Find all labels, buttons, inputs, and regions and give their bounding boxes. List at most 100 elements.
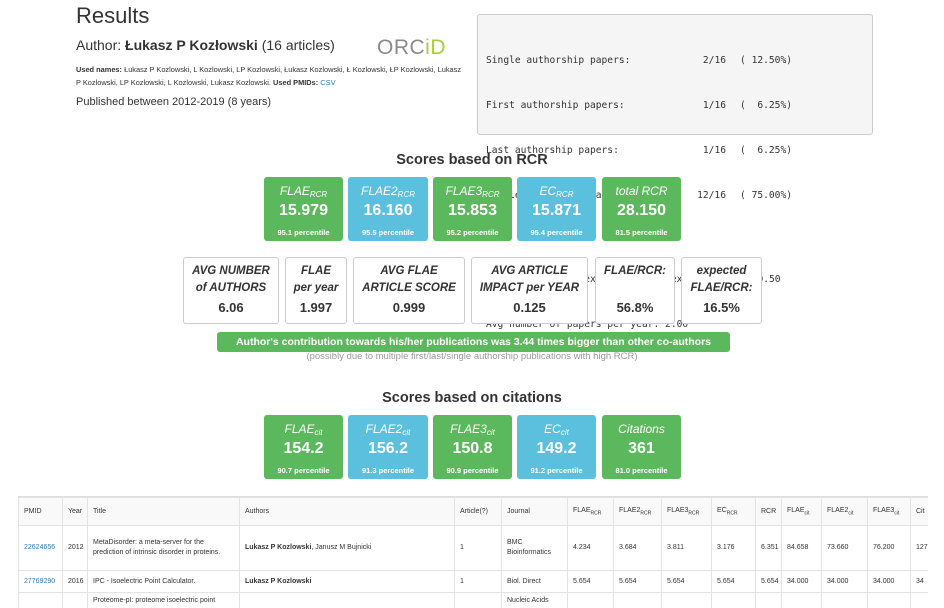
orcid-logo-orc: ORC: [377, 36, 426, 59]
card-label-sub: RCR: [556, 190, 574, 199]
cit-section-title: Scores based on citations: [382, 390, 562, 406]
author-article-count: (16 articles): [257, 37, 335, 53]
pmid-link[interactable]: 22624656: [24, 544, 56, 551]
col-header-cit[interactable]: Cit: [910, 497, 928, 526]
avg-label-line1: AVG ARTICLE: [491, 265, 568, 277]
col-header-pmid[interactable]: PMID: [18, 497, 63, 526]
header-label: EC: [717, 506, 727, 514]
avg-value: 6.06: [218, 300, 244, 315]
col-header-flae-cit[interactable]: FLAEcit: [781, 497, 822, 526]
cell-cit: 127: [910, 525, 928, 571]
card-label-sub: RCR: [482, 190, 500, 199]
avg-flae-score-box: AVG FLAE ARTICLE SCORE 0.999: [353, 257, 465, 324]
avg-label-line1: AVG FLAE: [380, 265, 438, 277]
avg-label-line2: IMPACT per YEAR: [479, 282, 580, 294]
cell-flae2-rcr: 5.654: [613, 570, 662, 593]
card-value: 16.160: [363, 202, 413, 219]
expected-flae-rcr-box: expected FLAE/RCR: 16.5%: [681, 257, 762, 324]
cell-rcr: 6.351: [755, 525, 782, 571]
header-sub: RCR: [726, 510, 738, 517]
card-percentile: 95.1 percentile: [277, 228, 330, 237]
author-highlight: Lukasz P Kozlowski: [245, 544, 312, 551]
avg-value: 0.125: [513, 300, 546, 315]
cell-flae-rcr: [567, 592, 614, 608]
card-label-sub: RCR: [309, 190, 328, 199]
card-label: FLAERCR: [264, 184, 343, 199]
header-sub: cit: [848, 510, 854, 517]
cell-flae-cit: 34.000: [781, 570, 822, 593]
cell-title: Proteome-pI: proteome isoelectric point: [87, 592, 240, 608]
avg-label-line1: AVG NUMBER: [192, 265, 270, 277]
stats-label: Single authorship papers:: [486, 55, 631, 66]
card-label-text: FLAE3: [450, 422, 487, 436]
avg-label-line2: FLAE/RCR:: [690, 282, 753, 294]
flae-per-year-box: FLAE per year 1.997: [285, 257, 347, 324]
card-label: FLAE3cit: [433, 422, 512, 437]
cell-flae3-rcr: 5.654: [661, 570, 712, 593]
cell-cit: [910, 592, 928, 608]
card-label-sub: cit: [560, 428, 569, 437]
card-label-text: FLAE: [284, 422, 315, 436]
rcr-section-title: Scores based on RCR: [396, 152, 548, 168]
header-sub: cit: [894, 510, 900, 517]
cell-ec-rcr: 3.176: [711, 525, 756, 571]
cell-flae-cit: 84.658: [781, 525, 822, 571]
cell-flae3-rcr: 3.811: [661, 525, 712, 571]
authorship-stats-box: Single authorship papers: 2/16 ( 12.50%) F…: [477, 14, 873, 330]
avg-label-line2: ARTICLE SCORE: [362, 282, 456, 294]
published-range: Published between 2012-2019 (8 years): [76, 96, 272, 108]
cell-ec-rcr: [711, 592, 756, 608]
card-label: Citations: [602, 422, 681, 436]
card-value: 15.853: [448, 202, 497, 219]
col-header-article[interactable]: Article(?): [454, 497, 502, 526]
card-percentile: 91.3 percentile: [361, 466, 415, 475]
header-label: FLAE: [787, 506, 805, 514]
card-flae2-rcr: FLAE2RCR 16.160 95.5 percentile: [348, 177, 428, 241]
avg-label-line2: per year: [293, 282, 339, 294]
cell-flae2-cit: [821, 592, 868, 608]
col-header-ec-rcr[interactable]: ECRCR: [711, 497, 756, 526]
avg-label-line1: expected: [696, 265, 747, 277]
col-header-flae-rcr[interactable]: FLAERCR: [567, 497, 614, 526]
publications-table: PMID Year Title Authors Article(?) Journ…: [18, 497, 928, 608]
pmid-link[interactable]: 27769290: [24, 577, 56, 585]
col-header-journal[interactable]: Journal: [501, 497, 568, 526]
col-header-rcr[interactable]: RCR: [755, 497, 782, 526]
cell-journal: Biol. Direct: [501, 570, 568, 593]
cell-authors: [239, 592, 455, 608]
card-label-text: Citations: [618, 422, 665, 436]
cell-journal: Nucleic Acids: [501, 592, 568, 608]
card-flae3-rcr: FLAE3RCR 15.853 95.2 percentile: [433, 177, 512, 241]
cell-flae-rcr: 5.654: [567, 570, 614, 593]
header-sub: RCR: [688, 510, 700, 517]
col-header-year[interactable]: Year: [62, 497, 88, 526]
card-label-text: total RCR: [615, 184, 668, 198]
col-header-flae2-rcr[interactable]: FLAE2RCR: [613, 497, 662, 526]
col-header-flae2-cit[interactable]: FLAE2cit: [821, 497, 868, 526]
csv-link[interactable]: CSV: [320, 77, 336, 87]
col-header-flae3-rcr[interactable]: FLAE3RCR: [661, 497, 712, 526]
header-label: FLAE3: [873, 506, 895, 514]
contribution-badge: Author's contribution towards his/her pu…: [217, 332, 730, 352]
col-header-authors[interactable]: Authors: [239, 497, 455, 526]
cell-rcr: [755, 592, 782, 608]
col-header-title[interactable]: Title: [87, 497, 240, 526]
card-value: 149.2: [536, 440, 577, 457]
header-label: FLAE2: [827, 506, 849, 514]
cell-flae2-rcr: [613, 592, 662, 608]
cell-article: 1: [454, 570, 502, 593]
header-label: FLAE3: [667, 506, 689, 514]
cell-year: 2012: [62, 525, 88, 571]
stats-value: 1/16: [702, 100, 726, 111]
cell-pmid: 22624656: [18, 525, 63, 571]
card-value: 15.871: [532, 202, 581, 219]
col-header-flae3-cit[interactable]: FLAE3cit: [867, 497, 911, 526]
card-label: FLAEcit: [264, 422, 343, 437]
card-percentile: 95.4 percentile: [530, 228, 583, 237]
flae-rcr-ratio-box: FLAE/RCR: 56.8%: [595, 257, 675, 324]
card-label: FLAE2cit: [348, 422, 428, 437]
card-percentile: 90.9 percentile: [446, 466, 499, 475]
orcid-logo[interactable]: ORCiD: [377, 36, 446, 60]
card-percentile: 81.5 percentile: [615, 228, 668, 237]
card-total-rcr: total RCR 28.150 81.5 percentile: [602, 177, 681, 241]
